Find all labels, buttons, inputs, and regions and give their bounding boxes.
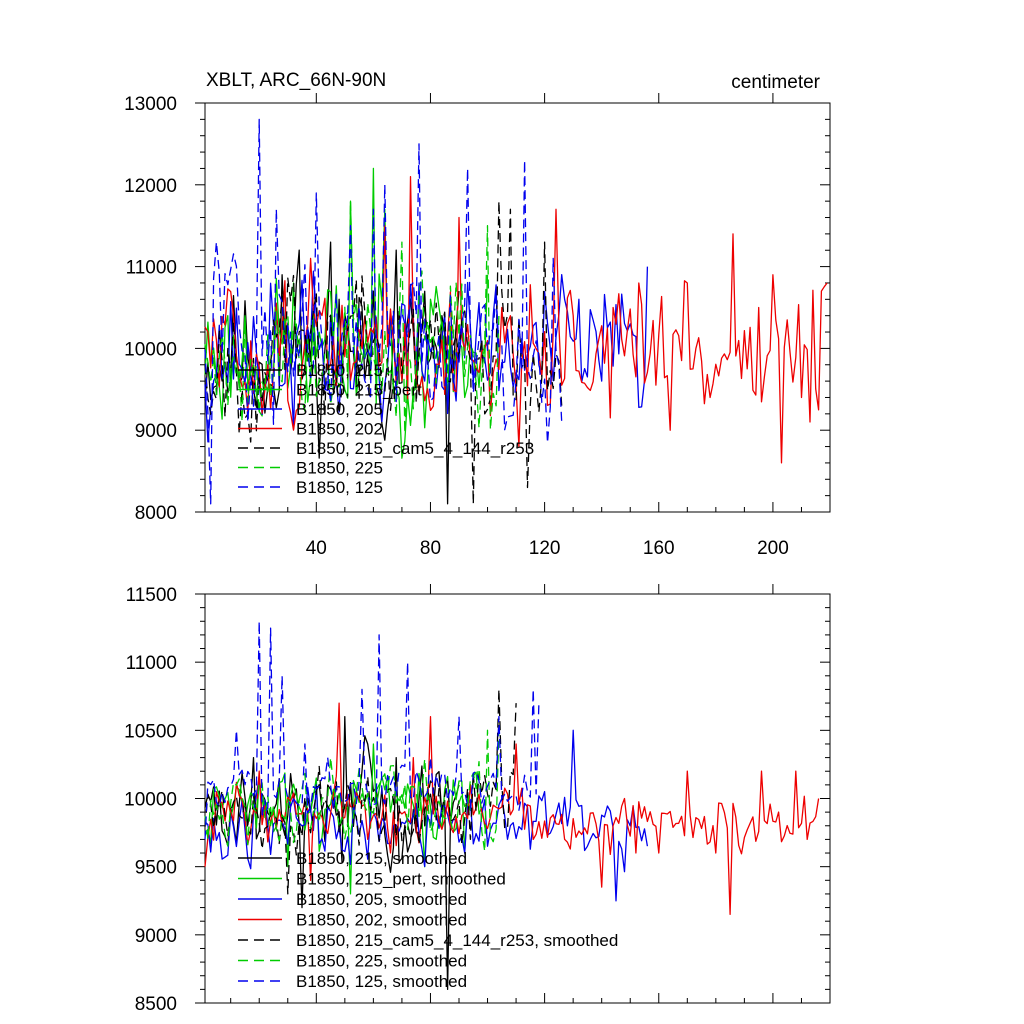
y-tick-label: 11000: [126, 258, 177, 279]
series-line: [204, 118, 563, 505]
bottom-panel: 8500 9000 9500 10000 10500 11000 11500 B1850, 2…: [124, 584, 831, 1015]
y-tick-label: 11500: [126, 585, 177, 606]
y-tick-label: 9000: [135, 421, 177, 442]
y-tick-label: 8500: [135, 994, 177, 1015]
top-panel: 8000 9000 10000 11000 12000 13000 40 80 120 160 20…: [124, 93, 831, 559]
y-tick-label: 10000: [124, 790, 177, 811]
legend: B1850, 215, smoothed B1850, 215_pert, smo…: [238, 849, 618, 991]
legend-label: B1850, 202, smoothed: [296, 911, 467, 930]
x-tick-label: 160: [643, 538, 675, 559]
legend-label: B1850, 215_pert: [296, 381, 422, 400]
y-tick-label: 10500: [124, 721, 177, 742]
y-tick-label: 11000: [126, 653, 177, 674]
legend-label: B1850, 205: [296, 400, 383, 419]
series-line: [204, 620, 540, 840]
legend-label: B1850, 125: [296, 478, 383, 497]
legend-label: B1850, 215_cam5_4_144_r253, smoothed: [296, 931, 618, 950]
legend-label: B1850, 125, smoothed: [296, 972, 467, 991]
series-line: [204, 200, 563, 505]
series-line: [204, 688, 517, 895]
y-tick-label: 9000: [135, 926, 177, 947]
legend-label: B1850, 215: [296, 361, 383, 380]
y-tick-label: 8000: [135, 503, 177, 524]
series-line: [204, 175, 828, 464]
y-tick-label: 10000: [124, 339, 177, 360]
x-tick-label: 120: [529, 538, 561, 559]
top-panel-units: centimeter: [731, 72, 820, 93]
legend-label: B1850, 225: [296, 459, 383, 478]
series-line: [204, 729, 649, 902]
axis-ticks: [195, 93, 831, 513]
x-tick-label: 200: [757, 538, 789, 559]
legend-label: B1850, 215_cam5_4_144_r253: [296, 439, 534, 458]
legend-label: B1850, 215_pert, smoothed: [296, 870, 506, 889]
plot-frame: [204, 102, 831, 513]
series-line: [204, 729, 500, 852]
y-tick-label: 9500: [135, 858, 177, 879]
legend-label: B1850, 215, smoothed: [296, 849, 467, 868]
x-tick-label: 40: [306, 538, 327, 559]
top-panel-title: XBLT, ARC_66N-90N: [206, 70, 386, 91]
legend-label: B1850, 202: [296, 420, 383, 439]
y-tick-label: 12000: [124, 176, 177, 197]
x-tick-label: 80: [420, 538, 441, 559]
legend-label: B1850, 225, smoothed: [296, 952, 467, 971]
y-tick-label: 13000: [124, 94, 177, 115]
axis-ticks: [195, 584, 831, 1004]
legend-label: B1850, 205, smoothed: [296, 890, 467, 909]
